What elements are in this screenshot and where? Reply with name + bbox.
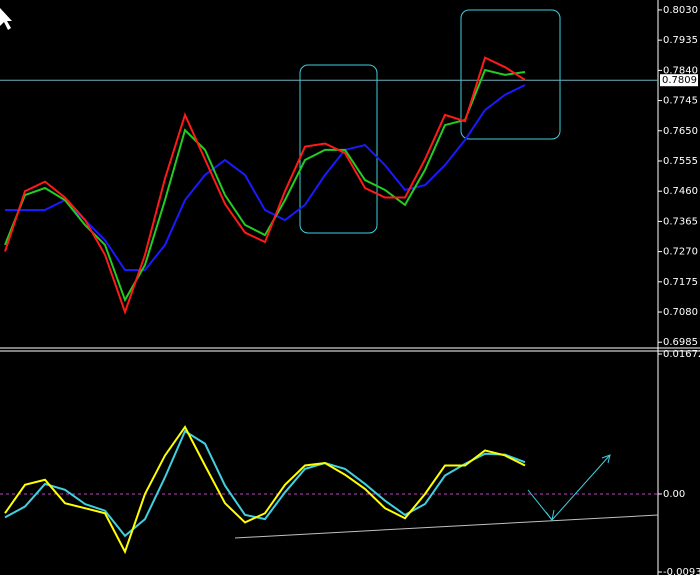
y-tick-label: 0.7175 (663, 277, 698, 288)
cursor (0, 8, 12, 30)
series-line (5, 84, 526, 272)
y-tick-label: 0.00 (663, 489, 685, 500)
y-tick-label: 0.7840 (663, 65, 698, 76)
y-tick-label: 0.7555 (663, 156, 698, 167)
y-tick-label: 0.8030 (663, 5, 698, 16)
arrow-head (545, 454, 611, 522)
y-tick-label: -0.00932 (663, 567, 700, 575)
series-line (4, 429, 526, 538)
y-tick-label: 0.7460 (663, 186, 698, 197)
current-price-label: 0.7809 (662, 75, 697, 86)
current-price-box (660, 74, 698, 87)
y-tick-label: 0.01672 (663, 349, 700, 360)
highlight-box (299, 64, 378, 234)
y-tick-label: 0.7365 (663, 216, 698, 227)
series-line (4, 425, 526, 555)
y-tick-label: 0.7270 (663, 247, 698, 258)
y-tick-label: 0.6985 (663, 337, 698, 348)
y-tick-label: 0.7080 (663, 307, 698, 318)
y-tick-label: 0.7745 (663, 96, 698, 107)
y-tick-label: 0.7935 (663, 35, 698, 46)
y-tick-label: 0.7650 (663, 126, 698, 137)
highlight-box (460, 9, 561, 140)
trend-line (234, 514, 659, 539)
series-line (4, 56, 526, 316)
